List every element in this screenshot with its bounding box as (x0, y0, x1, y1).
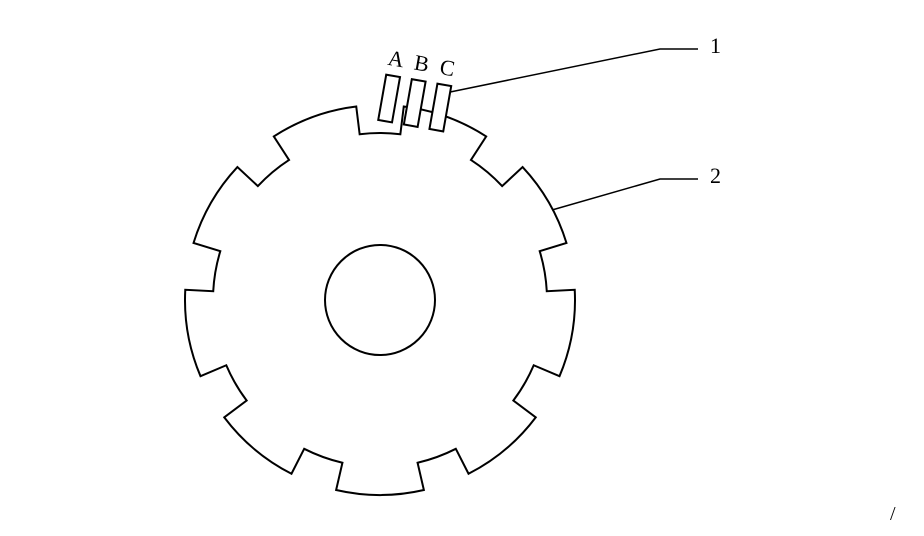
gear-bore (325, 245, 435, 355)
sensor-label-b: B (412, 50, 431, 77)
callout-line-1 (450, 49, 698, 92)
stray-slash: / (890, 503, 896, 525)
sensor-label-a: A (386, 45, 406, 72)
diagram-canvas: ABC 1 2 / (0, 0, 924, 536)
sensor-label-c: C (438, 54, 457, 81)
callout-label-2: 2 (710, 163, 721, 188)
callout-line-2 (552, 179, 698, 210)
sensor-group: ABC (377, 45, 456, 132)
sensor-bar-a (378, 75, 400, 123)
callout-label-1: 1 (710, 33, 721, 58)
